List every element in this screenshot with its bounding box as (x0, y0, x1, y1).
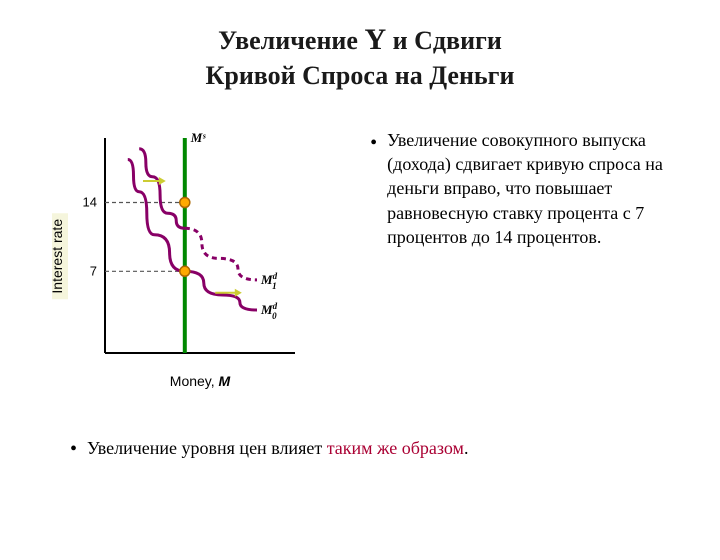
money-demand-chart: 7 14 Mˢ Md0 Md1 Interest rate Money, M (50, 118, 330, 398)
bullet-2: • Увеличение уровня цен влияет таким же … (70, 438, 720, 461)
bullet-2b: таким же образом (327, 438, 464, 458)
bullet-1-text: Увеличение совокупного выпуска (дохода) … (387, 128, 700, 249)
title-part1: Увеличение (218, 26, 364, 55)
bullet-2a: Увеличение уровня цен влияет (87, 438, 327, 458)
slide-title: Увеличение Y и Сдвиги Кривой Спроса на Д… (0, 20, 720, 93)
title-line2: Кривой Спроса на Деньги (206, 61, 515, 90)
svg-text:14: 14 (83, 194, 97, 209)
title-part2: и Сдвиги (386, 26, 502, 55)
text-column: • Увеличение совокупного выпуска (дохода… (370, 118, 720, 398)
title-y: Y (364, 23, 386, 56)
svg-text:Md1: Md1 (260, 271, 278, 291)
content-row: 7 14 Mˢ Md0 Md1 Interest rate Money, M • Увели… (0, 118, 720, 398)
bullet-dot-icon: • (70, 438, 77, 461)
svg-text:7: 7 (90, 263, 97, 278)
bullet-2c: . (464, 438, 469, 458)
bullet-2-text: Увеличение уровня цен влияет таким же об… (87, 438, 468, 459)
svg-text:Md0: Md0 (260, 301, 278, 321)
svg-text:Interest rate: Interest rate (50, 218, 65, 293)
bullet-dot-icon: • (370, 130, 377, 157)
chart-column: 7 14 Mˢ Md0 Md1 Interest rate Money, M (0, 118, 370, 398)
svg-text:Money, M: Money, M (170, 373, 231, 389)
svg-text:Mˢ: Mˢ (190, 130, 207, 145)
bullet-1: • Увеличение совокупного выпуска (дохода… (370, 128, 700, 249)
